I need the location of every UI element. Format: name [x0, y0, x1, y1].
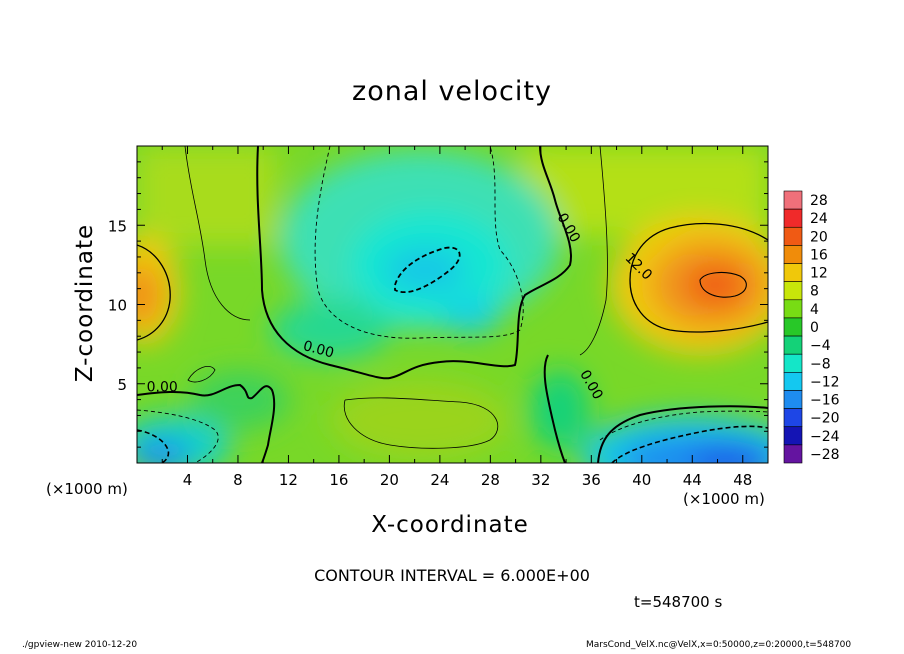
contour-18 — [699, 271, 747, 298]
colorbar-swatch — [783, 263, 803, 282]
colorbar-label: 8 — [810, 284, 819, 300]
x-unit-label-right: (×1000 m) — [683, 490, 765, 508]
x-tick-label: 32 — [531, 471, 550, 489]
contour-lines — [137, 146, 768, 463]
contour-6-b — [579, 146, 608, 356]
colorbar-swatch — [783, 353, 803, 373]
y-axis-title: Z-coordinate — [72, 223, 98, 383]
x-unit-label-left: (×1000 m) — [46, 480, 128, 498]
colorbar-label: 12 — [810, 266, 828, 282]
contour-neg6 — [314, 146, 524, 339]
colorbar-label: 24 — [810, 211, 828, 227]
x-tick-label: 48 — [733, 471, 752, 489]
colorbar-swatch — [783, 245, 803, 264]
contour-12 — [629, 222, 768, 333]
colorbar-swatch — [783, 190, 803, 210]
colorbar-swatch — [783, 226, 803, 246]
x-tick-label: 40 — [632, 471, 651, 489]
y-tick-label: 10 — [108, 297, 127, 315]
colorbar-label: −4 — [810, 338, 831, 354]
colorbar-label: −12 — [810, 374, 840, 390]
zero-contour-right — [543, 354, 566, 463]
colorbar-swatch — [783, 281, 803, 301]
colorbar-label: −24 — [810, 429, 840, 445]
colorbar-swatch — [783, 408, 803, 428]
colorbar-swatch — [783, 317, 803, 337]
velocity-field — [137, 146, 768, 463]
y-axis-ticks: 5 10 15 — [108, 161, 768, 448]
colorbar-swatch — [783, 426, 803, 446]
x-tick-label: 20 — [380, 471, 399, 489]
contour-neg12-bl — [137, 429, 170, 463]
colorbar-label: −28 — [810, 447, 840, 463]
time-label: t=548700 s — [634, 593, 723, 611]
y-tick-label: 15 — [108, 217, 127, 235]
zero-contour-center — [256, 146, 572, 380]
colorbar-label: 16 — [810, 247, 828, 263]
x-tick-label: 4 — [183, 471, 193, 489]
footer-file-info: MarsCond_VelX.nc@VelX,x=0:50000,z=0:2000… — [586, 640, 852, 650]
x-tick-label: 36 — [582, 471, 601, 489]
footer-program-info: ./gpview-new 2010-12-20 — [22, 640, 138, 650]
x-tick-label: 44 — [683, 471, 702, 489]
contour-label: 0.00 — [301, 338, 335, 362]
colorbar-swatch — [783, 335, 803, 355]
contour-left-blob — [137, 244, 171, 341]
colorbar-swatch — [783, 299, 803, 319]
colorbar-swatch — [783, 444, 803, 464]
colorbar-label: 0 — [810, 320, 819, 336]
contour-neg12 — [394, 246, 461, 293]
colorbar-swatch — [783, 372, 803, 391]
contour-6-d — [187, 366, 216, 383]
colorbar-label: −8 — [810, 356, 831, 372]
x-tick-label: 24 — [430, 471, 449, 489]
contour-neg6-bl — [137, 409, 219, 463]
x-tick-label: 16 — [329, 471, 348, 489]
y-tick-label: 5 — [117, 376, 127, 394]
contour-label: 0.00 — [147, 380, 178, 396]
colorbar-swatch — [783, 208, 803, 228]
x-tick-label: 12 — [279, 471, 298, 489]
contour-6-c — [343, 397, 499, 449]
contour-6-a — [184, 146, 251, 321]
x-tick-label: 28 — [481, 471, 500, 489]
x-axis-title: X-coordinate — [371, 512, 529, 538]
contour-neg12-br — [611, 425, 768, 463]
colorbar-label: 4 — [810, 302, 819, 318]
x-tick-label: 8 — [233, 471, 243, 489]
colorbar-label: 20 — [810, 229, 828, 245]
x-axis-ticks: 4 8 12 16 20 24 28 32 36 40 44 48 — [161, 146, 752, 489]
contour-interval-note: CONTOUR INTERVAL = 6.000E+00 — [314, 566, 590, 585]
colorbar-label: 28 — [810, 193, 828, 209]
colorbar-label: −16 — [810, 393, 840, 409]
colorbar: 28 24 20 16 12 8 4 0 −4 −8 −12 −16 −20 −24 −28 — [783, 190, 840, 464]
zero-contour-left — [137, 383, 276, 463]
colorbar-label: −20 — [810, 411, 840, 427]
zero-contour-right2 — [597, 405, 768, 463]
contour-neg6-br — [599, 410, 768, 441]
chart-title: zonal velocity — [352, 76, 552, 107]
colorbar-swatch — [783, 390, 803, 409]
